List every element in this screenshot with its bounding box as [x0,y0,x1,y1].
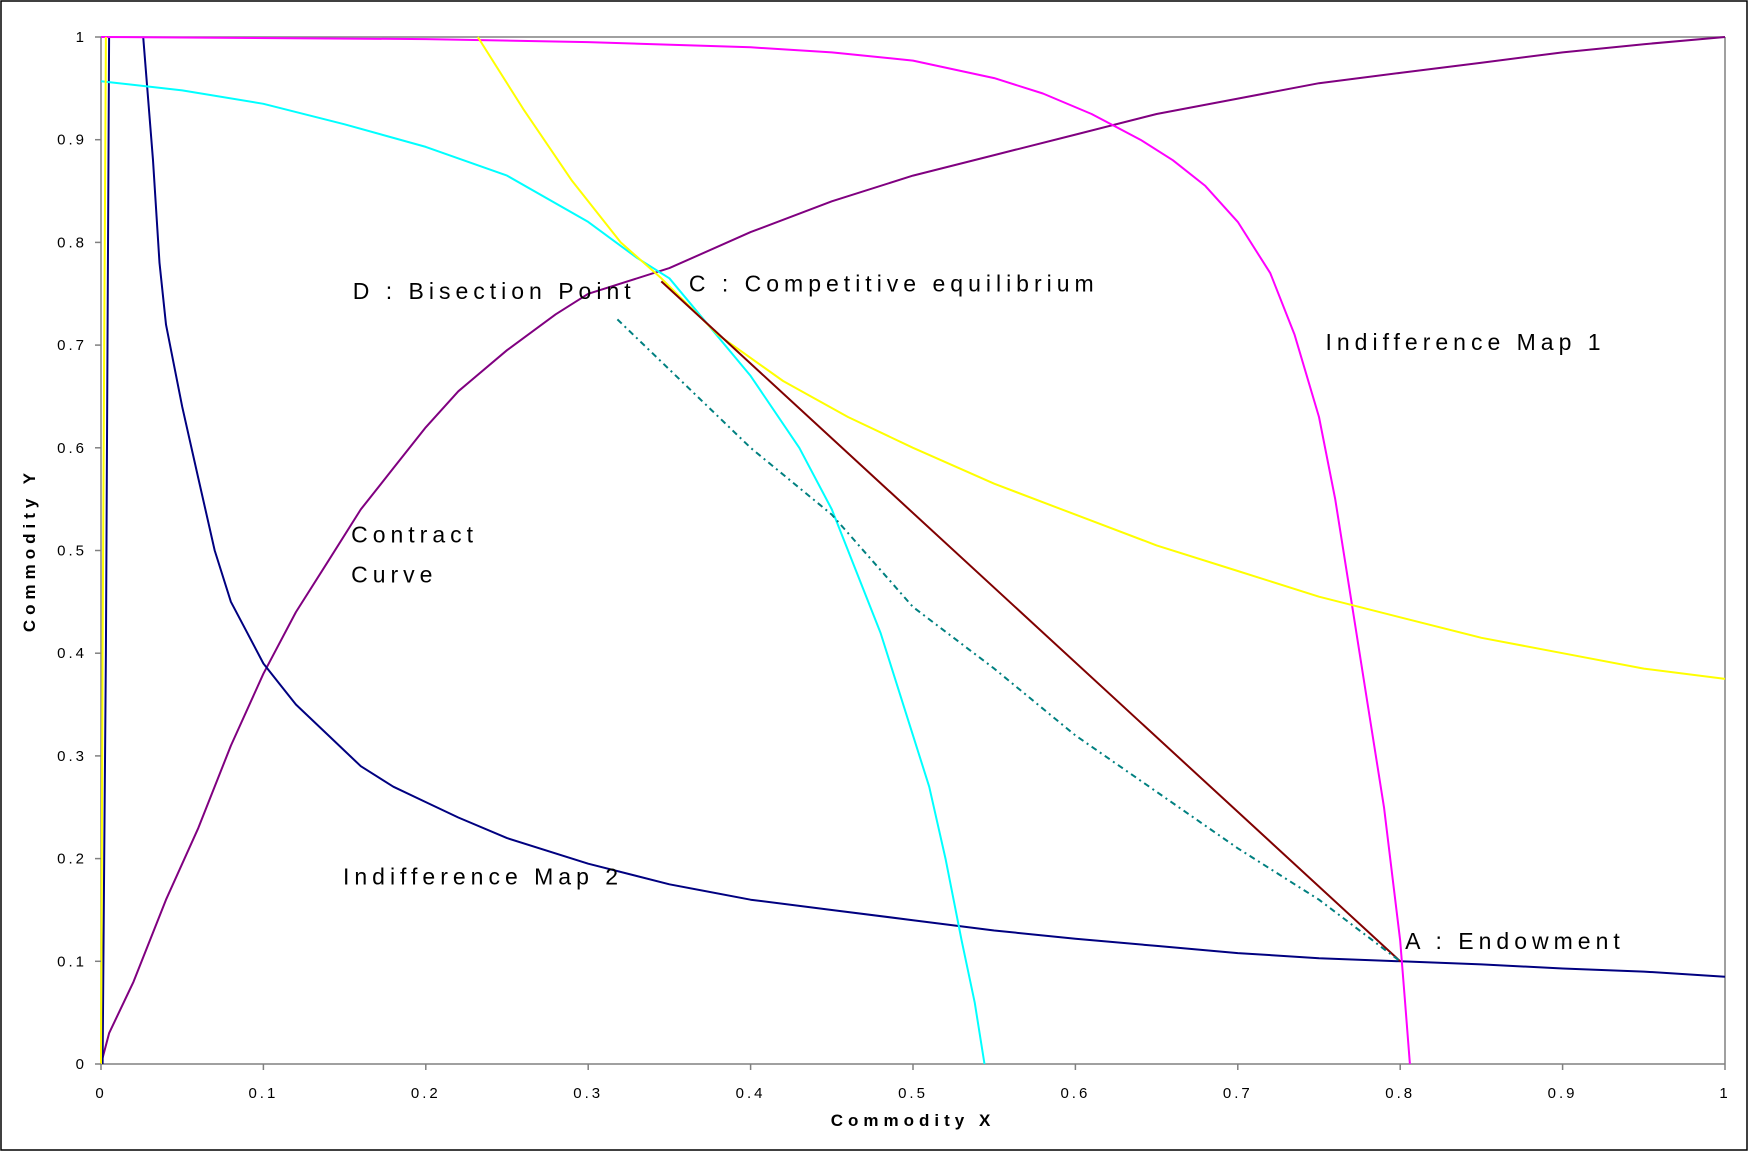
annotation-label: Contract [351,521,478,547]
series-line-5 [100,80,986,1065]
annotation-layer: D : Bisection Point C : Competitive equil… [343,271,1625,954]
annotation-label: A : Endowment [1405,928,1625,954]
x-tick-label: 1 [1719,1085,1730,1102]
x-tick-label: 0.4 [736,1085,766,1102]
x-tick-label: 0.1 [248,1085,278,1102]
series-line-3 [101,36,111,1065]
tick-layer: 0 0.1 0.2 0.3 0.4 0.5 0.6 0.7 0.8 0.9 1 0 0.1 0.2 0.3 0… [57,29,1730,1102]
annotation-label: Curve [351,561,437,587]
y-axis-title: Commodity Y [20,468,39,632]
x-tick-label: 0.9 [1548,1085,1578,1102]
series-line-1 [100,36,1726,1065]
y-tick-label: 0.6 [57,440,87,457]
annotation-label: D : Bisection Point [353,278,636,304]
y-tick-label: 0.5 [57,543,87,560]
x-tick-label: 0.3 [573,1085,603,1102]
y-tick-label: 0 [76,1056,87,1073]
annotation-label: Indifference Map 2 [343,863,623,889]
series-line-7 [100,36,107,1065]
plot-area [101,37,1725,1064]
annotation-label: Indifference Map 1 [1325,329,1605,355]
x-tick-label: 0.5 [898,1085,928,1102]
y-tick-label: 0.8 [57,234,87,251]
series-line-4 [100,36,1411,1065]
y-tick-label: 0.7 [57,337,87,354]
y-tick-label: 0.1 [57,953,87,970]
series-line-2 [142,36,1726,978]
x-axis-title: Commodity X [831,1111,996,1130]
y-tick-label: 0.4 [57,645,87,662]
y-tick-label: 0.2 [57,851,87,868]
x-tick-label: 0.2 [411,1085,441,1102]
series-line-9 [616,318,1401,963]
x-tick-label: 0.8 [1385,1085,1415,1102]
series-line-6 [476,36,1726,680]
series-line-8 [660,280,1401,963]
y-tick-label: 0.3 [57,748,87,765]
series-layer [100,36,1726,1065]
annotation-label: C : Competitive equilibrium [689,271,1099,297]
y-tick-label: 1 [76,29,87,46]
x-tick-label: 0.6 [1060,1085,1090,1102]
x-tick-label: 0.7 [1223,1085,1253,1102]
x-tick-label: 0 [95,1085,106,1102]
y-tick-label: 0.9 [57,132,87,149]
